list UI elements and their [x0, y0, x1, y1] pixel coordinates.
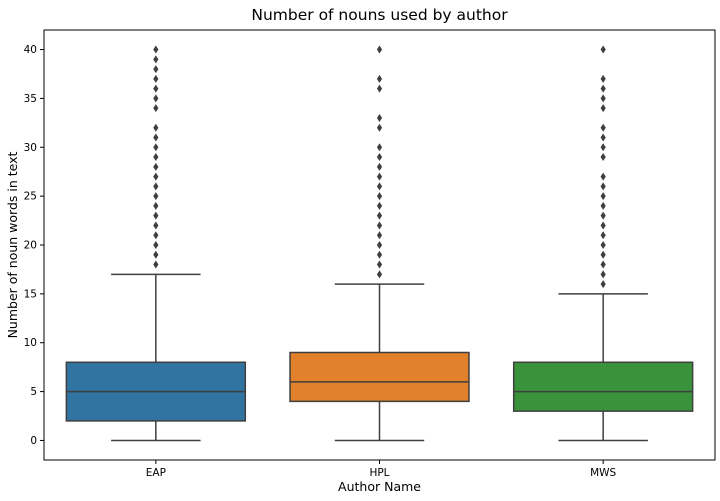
y-tick-label: 5: [30, 386, 37, 398]
outlier-point: [376, 45, 383, 54]
x-axis-label: Author Name: [338, 479, 421, 494]
outlier-point: [376, 211, 383, 220]
outlier-point: [153, 211, 159, 220]
outlier-point: [600, 201, 606, 210]
y-tick-label: 35: [24, 93, 37, 105]
outlier-point: [600, 280, 606, 289]
outlier-point: [153, 123, 159, 132]
outlier-point: [600, 270, 606, 279]
outlier-point: [153, 55, 159, 64]
outlier-point: [600, 104, 606, 113]
outlier-point: [600, 143, 606, 152]
outlier-point: [376, 260, 383, 269]
outlier-point: [153, 133, 159, 142]
outlier-point: [376, 143, 383, 152]
outlier-point: [153, 172, 159, 181]
x-tick-label: EAP: [146, 467, 166, 479]
y-axis-label: Number of noun words in text: [5, 151, 20, 338]
outlier-point: [153, 94, 159, 103]
outlier-point: [600, 74, 606, 83]
outlier-point: [376, 162, 383, 171]
outlier-point: [376, 201, 383, 210]
outlier-point: [376, 153, 383, 162]
y-tick-label: 15: [24, 288, 37, 300]
outlier-point: [376, 172, 383, 181]
outlier-point: [600, 84, 606, 93]
outlier-point: [153, 250, 159, 259]
outlier-point: [600, 192, 606, 201]
outlier-point: [376, 221, 383, 230]
outlier-point: [376, 241, 383, 249]
y-tick-label: 30: [24, 142, 37, 154]
outlier-point: [376, 113, 383, 122]
outlier-point: [376, 182, 383, 191]
outlier-point: [376, 250, 383, 259]
outlier-point: [153, 65, 159, 74]
outlier-point: [600, 94, 606, 103]
outlier-point: [600, 45, 606, 54]
outlier-point: [153, 192, 159, 201]
outlier-point: [600, 123, 606, 132]
outlier-point: [600, 211, 606, 220]
plot-frame: [43, 29, 716, 461]
outlier-point: [153, 143, 159, 152]
outlier-point: [153, 241, 159, 249]
outlier-point: [153, 153, 159, 162]
y-tick-label: 40: [24, 44, 37, 56]
outlier-point: [600, 250, 606, 259]
outlier-point: [600, 221, 606, 230]
outlier-point: [600, 172, 606, 181]
outlier-point: [153, 201, 159, 210]
outlier-point: [376, 74, 383, 83]
outlier-point: [376, 270, 383, 279]
outlier-point: [376, 123, 383, 132]
outlier-point: [376, 192, 383, 201]
outlier-point: [600, 241, 606, 249]
outlier-point: [153, 221, 159, 230]
outlier-point: [153, 84, 159, 93]
x-tick-label: HPL: [369, 467, 389, 479]
outlier-point: [600, 182, 606, 191]
outlier-point: [600, 133, 606, 142]
outlier-point: [153, 182, 159, 191]
outlier-point: [600, 153, 606, 162]
outlier-point: [153, 260, 159, 269]
y-tick-label: 20: [24, 240, 37, 252]
outlier-point: [600, 260, 606, 269]
chart-title: Number of nouns used by author: [251, 6, 508, 24]
outlier-point: [153, 45, 159, 54]
outlier-point: [153, 231, 159, 240]
outlier-point: [153, 162, 159, 171]
box-mws: [512, 361, 694, 412]
outlier-point: [153, 74, 159, 83]
y-tick-label: 10: [24, 337, 37, 349]
y-tick-label: 25: [24, 191, 37, 203]
plot-area: 0 5 10 15 20 25 30 35 40 EAP HPL MWS: [24, 29, 716, 479]
outlier-point: [600, 231, 606, 240]
outlier-point: [376, 84, 383, 93]
box-hpl: [289, 351, 470, 403]
outlier-point: [153, 104, 159, 113]
outlier-point: [376, 231, 383, 240]
x-tick-label: MWS: [590, 467, 616, 479]
y-tick-label: 0: [30, 435, 37, 447]
